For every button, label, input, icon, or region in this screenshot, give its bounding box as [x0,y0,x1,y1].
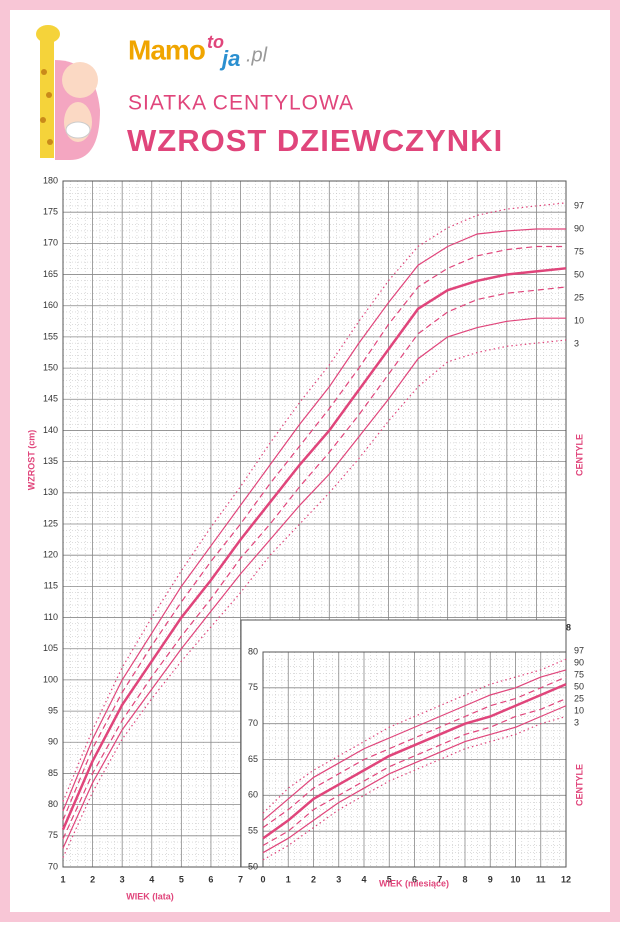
y-tick-label: 180 [43,175,58,185]
y-tick-label: 80 [248,646,258,656]
right-axis-label: CENTYLE [574,434,584,476]
y-tick-label: 55 [248,826,258,836]
x-tick-label: 4 [361,874,366,884]
y-tick-label: 135 [43,456,58,466]
logo-part: .pl [246,44,268,66]
y-tick-label: 100 [43,674,58,684]
percentile-line [62,202,567,802]
legend-label: 75 [574,669,584,679]
x-tick-label: 6 [412,874,417,884]
x-tick-label: 3 [120,874,125,884]
chart-title: WZROST DZIEWCZYNKI [127,123,503,158]
percentile-line [262,658,567,814]
percentile-line [62,228,566,812]
x-tick-label: 0 [260,874,265,884]
y-tick-label: 80 [48,799,58,809]
y-tick-label: 130 [43,487,58,497]
percentile-line [262,669,567,821]
y-tick-label: 125 [43,518,58,528]
x-tick-label: 8 [462,874,467,884]
y-tick-label: 90 [48,737,58,747]
percentile-line [262,676,567,829]
logo-part: ja [219,46,240,71]
x-tick-label: 5 [387,874,392,884]
percentile-line [62,245,566,821]
x-tick-label: 7 [437,874,442,884]
inset-background [240,619,567,868]
x-tick-label: 12 [561,874,571,884]
y-tick-label: 110 [44,612,58,622]
y-tick-label: 155 [43,331,58,341]
y-tick-label: 165 [43,269,58,279]
legend-label: 25 [574,292,584,302]
plot-border [262,651,567,868]
logo-part: Mamo [128,34,206,65]
y-tick-label: 70 [248,718,258,728]
legend-label: 97 [574,200,584,210]
logo-part: to [207,32,224,52]
chart-subtitle: SIATKA CENTYLOWA [128,92,354,115]
y-tick-label: 60 [248,790,258,800]
y-tick-label: 105 [43,643,58,653]
legend-label: 50 [574,269,584,279]
percentile-line [61,267,567,831]
y-tick-label: 85 [48,768,58,778]
illustration [36,25,100,160]
y-tick-label: 150 [43,362,58,372]
x-tick-label: 6 [208,874,213,884]
y-tick-label: 65 [248,754,258,764]
percentile-line [62,286,567,840]
percentile-line [262,698,567,847]
legend-label: 50 [574,681,584,691]
x-tick-label: 3 [336,874,341,884]
y-tick-label: 75 [48,830,58,840]
x-axis-label: WIEK (lata) [126,891,174,901]
legend-label: 10 [574,315,584,325]
y-tick-label: 50 [248,861,258,871]
x-tick-label: 10 [510,874,520,884]
y-tick-label: 115 [44,581,58,591]
y-tick-label: 120 [43,550,58,560]
x-tick-label: 1 [286,874,291,884]
legend-label: 10 [574,705,584,715]
y-axis-label: WZROST (cm) [26,430,36,491]
y-tick-label: 75 [248,682,258,692]
percentile-line [262,715,567,861]
legend-label: 75 [574,246,584,256]
x-tick-label: 9 [488,874,493,884]
legend-label: 90 [574,223,584,233]
x-tick-label: 2 [90,874,95,884]
y-tick-label: 145 [43,394,58,404]
x-tick-label: 11 [536,874,546,884]
x-tick-label: 2 [311,874,316,884]
y-tick-label: 70 [48,861,58,871]
x-tick-label: 5 [179,874,184,884]
right-axis-label: CENTYLE [574,764,584,806]
x-tick-label: 4 [149,874,154,884]
percentile-line [62,317,566,849]
legend-label: 90 [574,657,584,667]
percentile-line [262,705,567,854]
percentile-line [62,339,567,858]
legend-label: 3 [574,338,579,348]
x-tick-label: 7 [238,874,243,884]
percentile-line [262,683,567,840]
y-tick-label: 160 [43,300,58,310]
x-axis-label: WIEK (miesiące) [379,878,449,888]
y-tick-label: 95 [48,705,58,715]
legend-label: 97 [574,645,584,655]
y-tick-label: 140 [43,425,58,435]
x-tick-label: 1 [60,874,65,884]
legend-label: 25 [574,693,584,703]
y-tick-label: 175 [43,207,58,217]
legend-label: 3 [574,717,579,727]
y-tick-label: 170 [43,238,58,248]
